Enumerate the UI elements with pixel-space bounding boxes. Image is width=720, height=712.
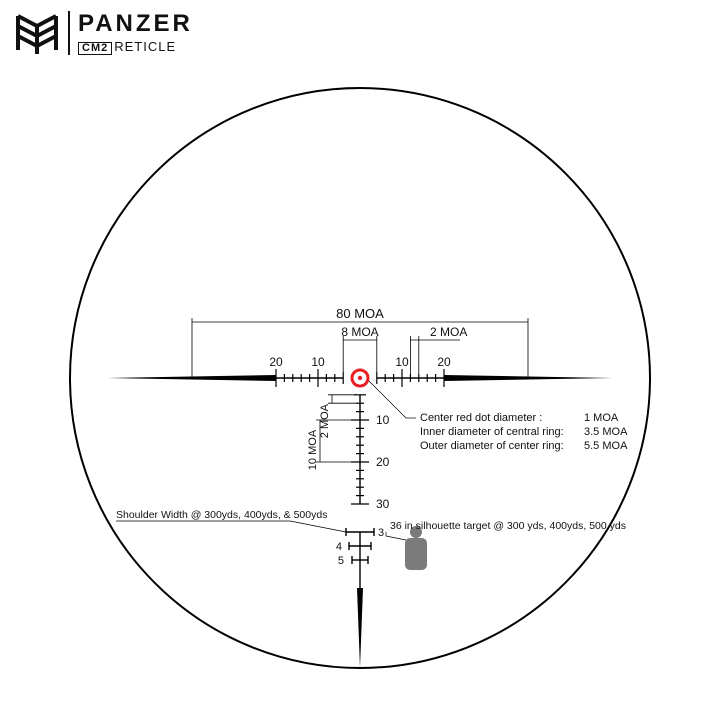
spec1-label: Center red dot diameter : [420, 412, 542, 424]
label-elev-30: 30 [376, 497, 390, 511]
brand-logo-icon [14, 10, 60, 56]
spec2-val: 3.5 MOA [584, 426, 628, 438]
subtitle-box: CM2 [78, 42, 112, 55]
dim-2moa-v: 2 MOA [319, 403, 331, 438]
label-elev-10: 10 [376, 413, 390, 427]
spec3-val: 5.5 MOA [584, 440, 628, 452]
dim-80moa: 80 MOA [336, 306, 384, 321]
shoulder-label: Shoulder Width @ 300yds, 400yds, & 500yd… [116, 509, 327, 521]
brand-subtitle: CM2RETICLE [78, 40, 193, 55]
dim-8moa: 8 MOA [341, 325, 378, 339]
range-4: 4 [336, 541, 342, 553]
brand-title: PANZER [78, 12, 193, 36]
label-windage-l20: 20 [269, 355, 283, 369]
reticle-diagram: 10 20 10 20 10 20 30 80 MOA 2 MOA [60, 78, 660, 678]
range-5: 5 [338, 555, 344, 567]
spec2-label: Inner diameter of central ring: [420, 426, 564, 438]
label-windage-r20: 20 [437, 355, 451, 369]
subtitle-rest: RETICLE [114, 39, 176, 54]
label-windage-l10: 10 [311, 355, 325, 369]
dim-2moa-h: 2 MOA [430, 325, 467, 339]
dim-10moa-v: 10 MOA [307, 429, 319, 470]
brand-header: PANZER CM2RETICLE [14, 10, 193, 56]
range-3: 3 [378, 527, 384, 539]
label-windage-r10: 10 [395, 355, 409, 369]
silhouette-label: 36 in silhouette target @ 300 yds, 400yd… [390, 520, 626, 532]
header-divider [68, 11, 70, 55]
label-elev-20: 20 [376, 455, 390, 469]
spec3-label: Outer diameter of center ring: [420, 440, 564, 452]
spec1-val: 1 MOA [584, 412, 619, 424]
